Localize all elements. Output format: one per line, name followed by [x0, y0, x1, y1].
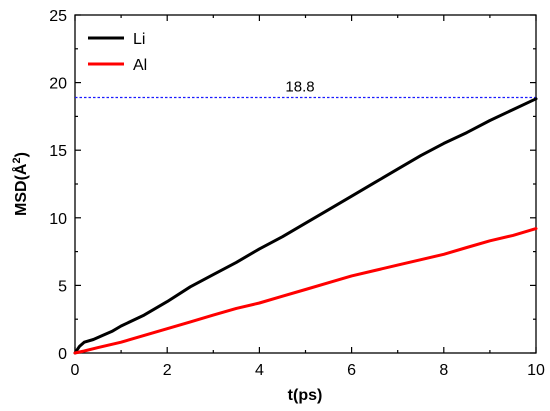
- axis-tick-labels: 0 2 4 6 8 10 0 5 10 15 20 25: [49, 8, 545, 379]
- y-axis-title-main: MSD(: [13, 174, 30, 216]
- legend: Li Al: [88, 31, 147, 74]
- y-tick-label: 15: [49, 143, 67, 160]
- legend-label-al: Al: [133, 57, 147, 74]
- series-layer: [73, 97, 538, 355]
- series-line-al: [73, 227, 538, 355]
- x-axis-title: t(ps): [288, 387, 323, 404]
- y-axis-title-unit: Å: [11, 163, 30, 175]
- y-axis-title: MSD(Å2): [11, 152, 30, 216]
- x-tick-label: 10: [527, 362, 545, 379]
- y-axis-title-superscript: 2: [11, 157, 23, 163]
- axis-ticks: [74, 14, 537, 354]
- x-tick-label: 4: [255, 362, 264, 379]
- x-tick-label: 8: [439, 362, 448, 379]
- y-axis-title-close: ): [13, 152, 30, 157]
- series-line-li: [73, 97, 538, 355]
- y-tick-label: 20: [49, 76, 67, 93]
- x-tick-label: 6: [347, 362, 356, 379]
- x-tick-label: 0: [71, 362, 80, 379]
- reference-line-label: 18.8: [285, 78, 314, 95]
- x-tick-label: 2: [163, 362, 172, 379]
- y-tick-label: 5: [58, 278, 67, 295]
- legend-label-li: Li: [133, 31, 145, 48]
- y-tick-label: 25: [49, 8, 67, 25]
- y-tick-label: 0: [58, 346, 67, 363]
- y-tick-label: 10: [49, 211, 67, 228]
